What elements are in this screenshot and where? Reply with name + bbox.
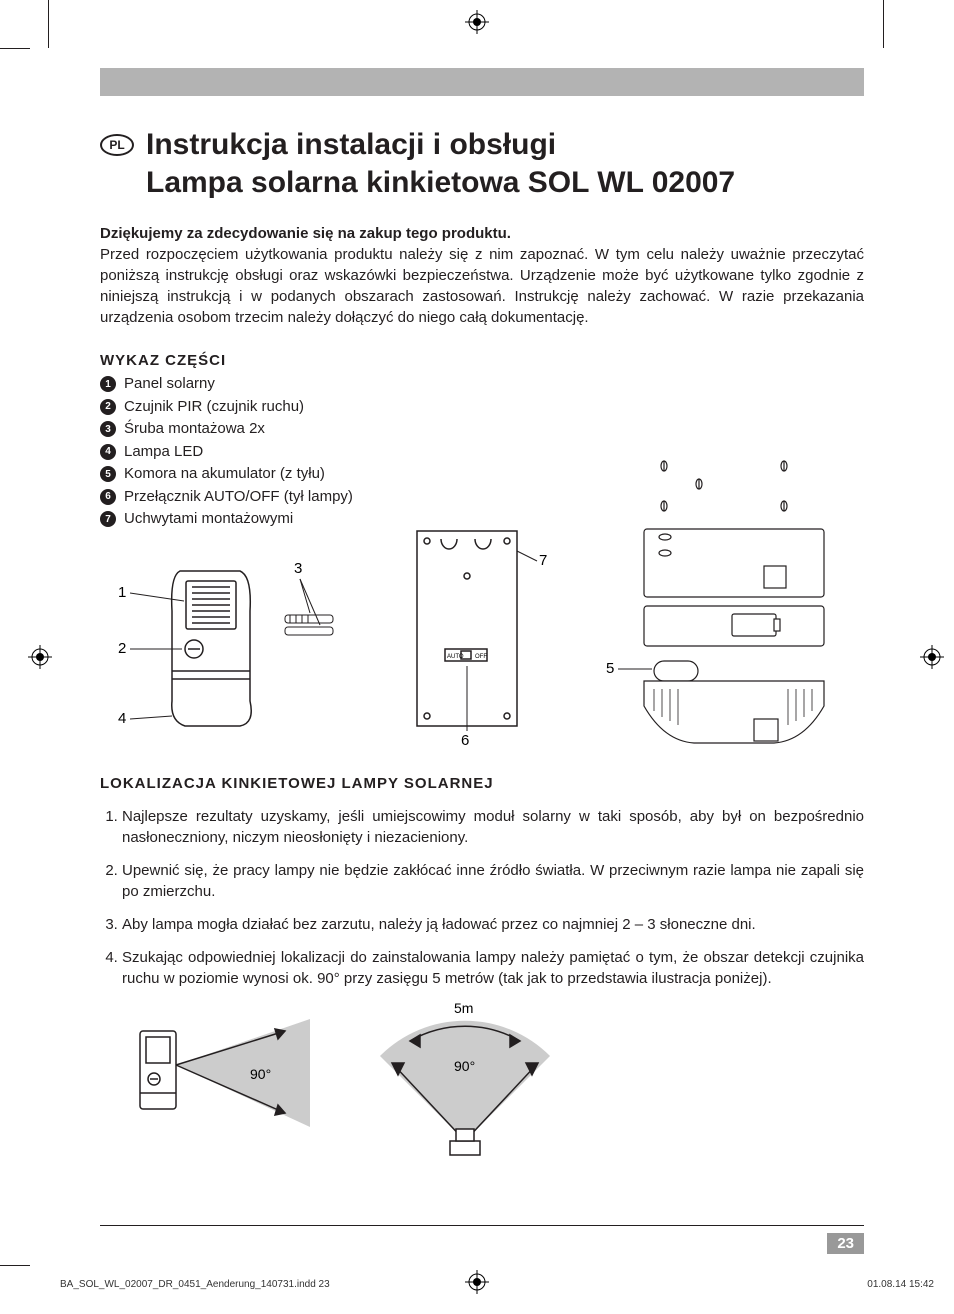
figure-back-plate: AUTO OFF 7 6 [397, 521, 567, 751]
number-circle-icon: 6 [100, 489, 116, 505]
callout-7: 7 [539, 552, 547, 569]
location-list: Najlepsze rezultaty uzyskamy, jeśli umie… [100, 806, 864, 989]
location-item: Szukając odpowiedniej lokalizacji do zai… [122, 947, 864, 989]
title-text: Instrukcja instalacji i obsługi Lampa so… [146, 126, 735, 201]
footer-date: 01.08.14 15:42 [867, 1279, 934, 1290]
location-item: Upewnić się, że pracy lampy nie będzie z… [122, 860, 864, 902]
part-label: Lampa LED [124, 441, 203, 464]
callout-6: 6 [461, 732, 469, 749]
intro-paragraph: Przed rozpoczęciem użytkowania produktu … [100, 244, 864, 328]
page-content: PL Instrukcja instalacji i obsługi Lampa… [100, 68, 864, 1254]
part-label: Czujnik PIR (czujnik ruchu) [124, 396, 304, 419]
registration-mark-icon [920, 645, 944, 669]
number-circle-icon: 2 [100, 399, 116, 415]
number-circle-icon: 4 [100, 444, 116, 460]
part-label: Śruba montażowa 2x [124, 418, 265, 441]
detection-figures: 90° 5m 90° [100, 1001, 864, 1161]
title-line-2: Lampa solarna kinkietowa SOL WL 02007 [146, 164, 735, 202]
part-label: Panel solarny [124, 373, 215, 396]
crop-mark [0, 48, 30, 49]
callout-4: 4 [118, 710, 126, 727]
callout-2: 2 [118, 640, 126, 657]
switch-auto-label: AUTO [447, 654, 464, 660]
angle-label: 90° [454, 1058, 475, 1074]
parts-heading: WYKAZ CZĘŚCI [100, 352, 864, 369]
part-item: 2 Czujnik PIR (czujnik ruchu) [100, 396, 864, 419]
registration-mark-icon [465, 10, 489, 34]
part-label: Przełącznik AUTO/OFF (tył lampy) [124, 486, 353, 509]
part-label: Komora na akumulator (z tyłu) [124, 463, 325, 486]
crop-mark [48, 0, 49, 48]
page-number: 23 [827, 1233, 864, 1254]
angle-label: 90° [250, 1066, 271, 1082]
callout-1: 1 [118, 584, 126, 601]
number-circle-icon: 3 [100, 421, 116, 437]
switch-off-label: OFF [475, 654, 487, 660]
part-label: Uchwytami montażowymi [124, 508, 293, 531]
location-item: Aby lampa mogła działać bez zarzutu, nal… [122, 914, 864, 935]
figure-detection-side: 90° [120, 1001, 320, 1141]
thanks-heading: Dziękujemy za zdecydowanie się na zakup … [100, 225, 864, 242]
figure-battery-compartment: 5 [604, 451, 864, 751]
location-heading: LOKALIZACJA KINKIETOWEJ LAMPY SOLARNEJ [100, 775, 864, 792]
registration-mark-icon [28, 645, 52, 669]
crop-mark [0, 1265, 30, 1266]
footer-filename: BA_SOL_WL_02007_DR_0451_Aenderung_140731… [60, 1279, 330, 1290]
callout-3: 3 [294, 560, 302, 577]
distance-label: 5m [454, 1001, 473, 1016]
language-badge: PL [100, 134, 134, 156]
page-rule [100, 1225, 864, 1226]
title-block: PL Instrukcja instalacji i obsługi Lampa… [100, 126, 864, 201]
callout-5: 5 [606, 660, 614, 677]
part-item: 1 Panel solarny [100, 373, 864, 396]
figure-detection-top: 5m 90° [350, 1001, 580, 1161]
registration-mark-icon [465, 1270, 489, 1294]
number-circle-icon: 1 [100, 376, 116, 392]
location-item: Najlepsze rezultaty uzyskamy, jeśli umie… [122, 806, 864, 848]
part-item: 3 Śruba montażowa 2x [100, 418, 864, 441]
crop-mark [883, 0, 884, 48]
title-line-1: Instrukcja instalacji i obsługi [146, 126, 735, 164]
figure-lamp-front: 1 2 4 3 [110, 551, 360, 751]
header-bar [100, 68, 864, 96]
